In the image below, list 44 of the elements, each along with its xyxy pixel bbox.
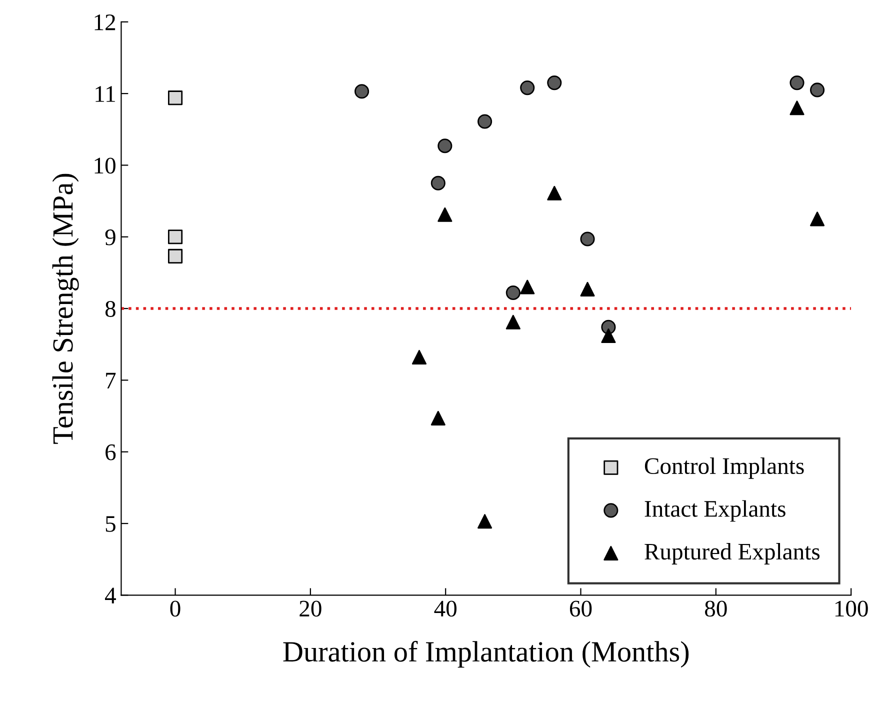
x-axis-title: Duration of Implantation (Months) xyxy=(283,640,689,668)
point xyxy=(412,350,427,365)
point xyxy=(506,314,520,330)
legend-label: Ruptured Explants xyxy=(644,543,820,564)
point xyxy=(430,176,446,190)
point xyxy=(478,514,492,529)
legend-label: Control Implants xyxy=(644,457,804,479)
point xyxy=(438,207,452,222)
point xyxy=(790,100,804,116)
point xyxy=(168,248,183,264)
legend-label: Intact Explants xyxy=(644,500,786,522)
y-tick-label: 12 xyxy=(94,14,116,30)
x-tick-label: 80 xyxy=(705,600,727,617)
point xyxy=(547,186,562,200)
point xyxy=(810,212,825,226)
y-axis-title: Tensile Strength (MPa) xyxy=(52,174,79,444)
x-tick-label: 0 xyxy=(170,600,180,617)
point xyxy=(438,138,452,154)
point xyxy=(520,80,535,96)
y-tick-label: 11 xyxy=(96,86,115,102)
point xyxy=(580,232,595,246)
point xyxy=(547,76,562,90)
point xyxy=(810,82,825,98)
point xyxy=(168,230,183,244)
x-tick-label: 40 xyxy=(434,600,456,617)
y-tick-label: 6 xyxy=(106,444,116,460)
y-tick-label: 4 xyxy=(105,588,116,604)
x-tick-label: 100 xyxy=(835,600,868,617)
y-tick-label: 5 xyxy=(106,516,116,532)
y-tick-label: 10 xyxy=(94,158,116,174)
point xyxy=(506,285,520,300)
point xyxy=(478,114,492,129)
point xyxy=(601,328,616,344)
point xyxy=(580,282,595,296)
point xyxy=(520,280,535,294)
point xyxy=(790,76,804,90)
y-tick-label: 9 xyxy=(105,229,116,246)
point xyxy=(430,410,446,426)
point xyxy=(168,90,183,106)
y-tick-label: 7 xyxy=(106,372,116,388)
y-tick-label: 8 xyxy=(105,301,116,317)
x-tick-label: 20 xyxy=(300,600,322,617)
point xyxy=(354,84,370,99)
x-tick-label: 60 xyxy=(570,600,592,617)
